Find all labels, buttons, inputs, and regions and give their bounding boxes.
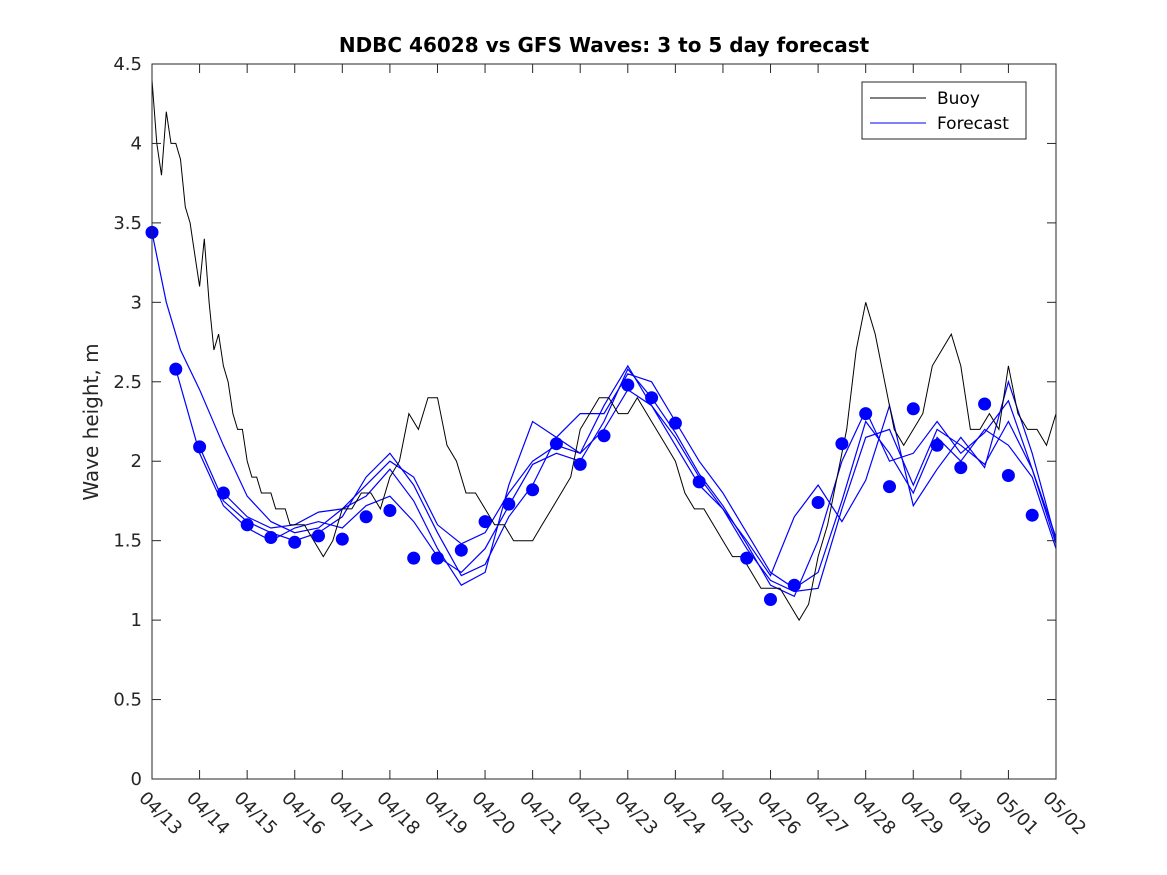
legend: Buoy Forecast: [861, 81, 1027, 140]
forecast-point: [526, 483, 540, 497]
y-tick-label: 1.5: [113, 531, 142, 552]
forecast-point: [216, 486, 230, 500]
forecast-point: [431, 551, 444, 565]
forecast-point: [692, 475, 706, 489]
forecast-point: [193, 440, 207, 454]
forecast-point: [740, 551, 754, 565]
y-tick-label: 0.5: [113, 690, 142, 711]
x-tick-label: 04/16: [277, 788, 329, 840]
forecast-point: [597, 429, 611, 443]
forecast-point: [883, 480, 896, 494]
forecast-series-line: [199, 373, 1057, 590]
forecast-point: [312, 529, 325, 543]
forecast-point: [906, 402, 920, 416]
legend-box: [861, 81, 1027, 140]
x-tick-label: 04/17: [325, 788, 377, 840]
forecast-point: [383, 504, 397, 517]
forecast-point: [930, 438, 944, 452]
forecast-series-line: [222, 364, 1057, 586]
x-tick-label: 04/23: [610, 788, 662, 840]
x-tick-label: 05/02: [1038, 788, 1090, 840]
forecast-series-line: [175, 367, 1057, 598]
forecast-point: [240, 518, 254, 532]
y-tick-label: 3: [131, 292, 142, 313]
forecast-point: [645, 391, 659, 405]
x-tick-label: 04/27: [801, 788, 853, 840]
forecast-point: [264, 531, 278, 544]
marker-layer: [145, 225, 1039, 606]
forecast-point: [621, 378, 635, 392]
forecast-point: [787, 578, 801, 592]
x-tick-label: 04/29: [896, 788, 948, 840]
forecast-point: [1025, 508, 1039, 522]
forecast-point: [835, 437, 849, 451]
y-tick-label: 4.5: [113, 54, 142, 75]
forecast-point: [549, 437, 563, 451]
y-tick-label: 2.5: [113, 372, 142, 393]
forecast-point: [359, 510, 373, 524]
y-axis: 0 0.5 1 1.5 2 2.5 3 3.5 4 4.5: [113, 54, 1056, 790]
x-tick-label: 04/18: [372, 788, 424, 840]
forecast-point: [811, 496, 825, 509]
x-tick-label: 04/19: [420, 788, 472, 840]
x-tick-label: 04/25: [705, 788, 757, 840]
y-tick-label: 3.5: [113, 213, 142, 234]
forecast-point: [169, 362, 183, 376]
x-tick-label: 04/30: [943, 788, 995, 840]
x-tick-label: 04/20: [468, 788, 520, 840]
forecast-point: [1001, 469, 1015, 482]
x-tick-label: 04/28: [848, 788, 900, 840]
y-axis-label: Wave height, m: [79, 343, 103, 500]
buoy-series-line: [151, 79, 1057, 622]
forecast-point: [478, 515, 492, 529]
forecast-point: [859, 407, 873, 421]
forecast-point: [954, 461, 968, 475]
x-tick-label: 04/26: [753, 788, 805, 840]
forecast-point: [335, 532, 349, 546]
y-tick-label: 2: [131, 451, 142, 472]
chart-title: NDBC 46028 vs GFS Waves: 3 to 5 day fore…: [339, 33, 870, 57]
x-tick-label: 04/24: [658, 788, 710, 840]
forecast-point: [978, 397, 992, 411]
forecast-point: [573, 457, 587, 471]
plot-frame: [151, 63, 1057, 780]
forecast-point: [454, 543, 468, 557]
y-tick-label: 4: [131, 133, 142, 154]
x-tick-label: 04/15: [230, 788, 282, 840]
x-tick-label: 04/14: [182, 788, 234, 840]
legend-label-buoy: Buoy: [937, 89, 980, 109]
forecast-point: [288, 535, 302, 549]
y-tick-label: 1: [131, 610, 142, 631]
forecast-point: [764, 593, 777, 606]
x-tick-label: 05/01: [991, 788, 1043, 840]
forecast-point: [407, 551, 421, 565]
x-tick-label: 04/13: [134, 788, 186, 840]
x-tick-label: 04/21: [515, 788, 567, 840]
legend-label-forecast: Forecast: [937, 114, 1009, 134]
y-tick-label: 0: [131, 769, 142, 790]
forecast-point: [502, 497, 516, 511]
x-tick-label: 04/22: [563, 788, 615, 840]
series-layer: [151, 79, 1057, 622]
forecast-point: [668, 416, 682, 430]
